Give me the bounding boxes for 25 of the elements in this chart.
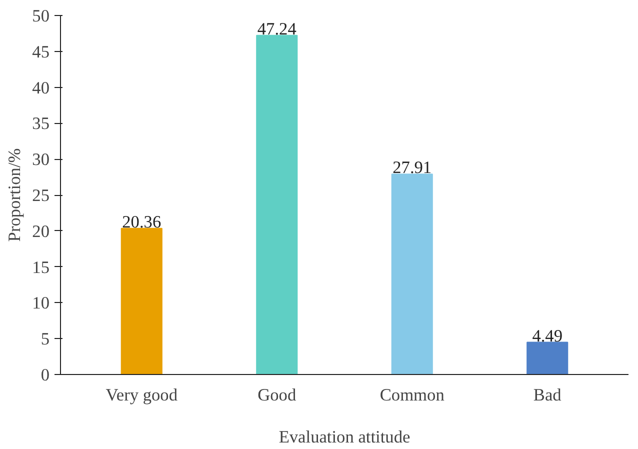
bar xyxy=(120,228,162,374)
y-tick-label: 35 xyxy=(32,114,50,134)
y-tick-label: 25 xyxy=(32,186,50,205)
y-tick-label: 20 xyxy=(32,222,50,241)
y-tick-label: 50 xyxy=(32,6,50,26)
bar xyxy=(256,34,298,374)
x-axis-title: Evaluation attitude xyxy=(278,428,410,446)
y-tick-label: 10 xyxy=(32,294,50,313)
data-label: 4.49 xyxy=(532,326,563,346)
y-tick-label: 15 xyxy=(32,258,50,277)
x-tick-label: Very good xyxy=(106,386,178,404)
bar xyxy=(391,174,433,374)
data-label: 27.91 xyxy=(392,158,432,178)
x-tick-label: Bad xyxy=(533,386,562,404)
data-label: 47.24 xyxy=(257,19,297,38)
x-tick-label: Good xyxy=(258,386,296,404)
y-tick-label: 30 xyxy=(32,150,50,170)
data-label: 20.36 xyxy=(122,212,162,232)
y-tick-label: 5 xyxy=(40,330,50,349)
y-axis-title: Proportion/% xyxy=(5,148,24,242)
x-tick-label: Common xyxy=(380,386,445,404)
y-tick-label: 40 xyxy=(32,78,50,98)
y-tick-label: 0 xyxy=(40,366,50,384)
y-tick-label: 45 xyxy=(32,42,50,62)
bar xyxy=(526,342,568,374)
